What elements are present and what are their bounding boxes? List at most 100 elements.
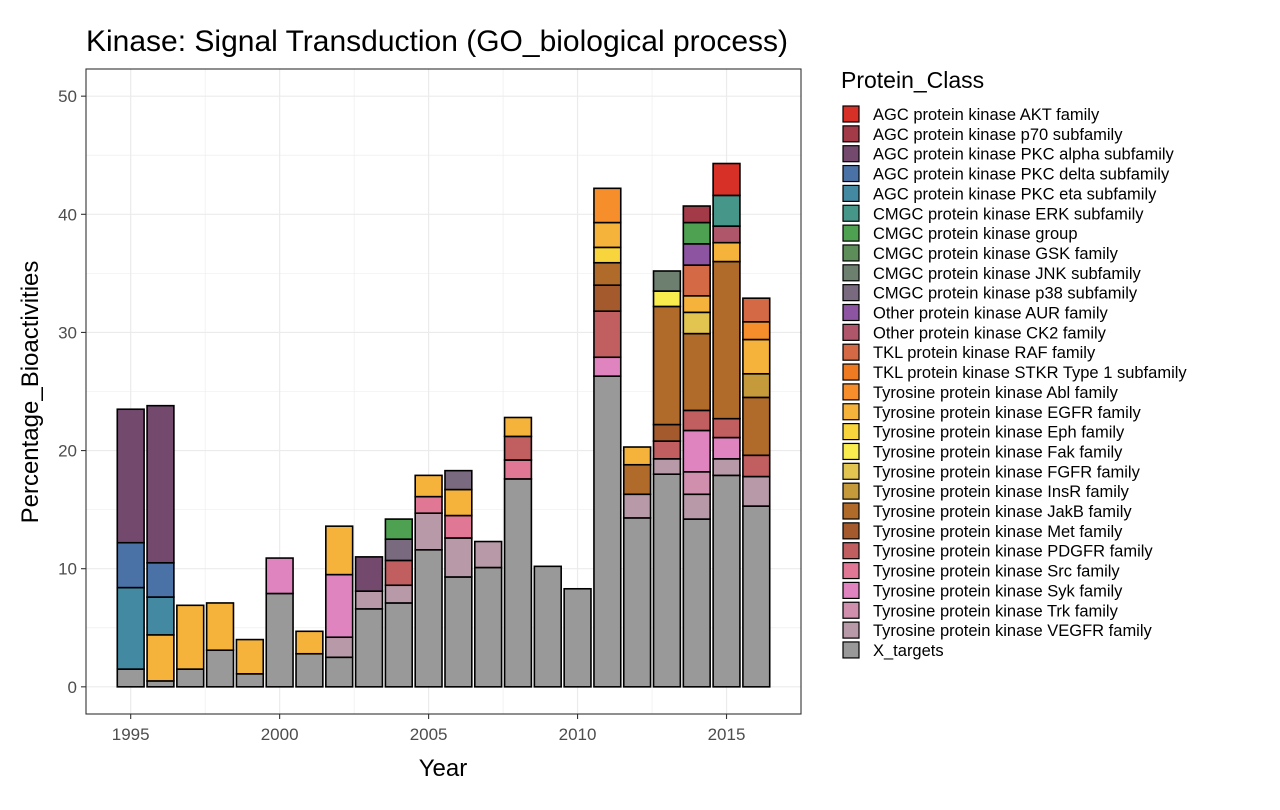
legend-item: AGC protein kinase AKT family [842, 105, 1100, 124]
legend-swatch [842, 522, 860, 540]
bar-segment [414, 548, 443, 688]
x-axis-title: Year [419, 755, 468, 782]
bar-segment [682, 205, 711, 224]
bar-segment [682, 471, 711, 496]
legend-swatch [842, 145, 860, 163]
bar-segment [712, 474, 741, 688]
legend-item: Tyrosine protein kinase Fak family [842, 442, 1123, 461]
legend-swatch [842, 343, 860, 361]
bar-segment [652, 423, 682, 442]
bar-segment [533, 565, 562, 688]
bar-segment [503, 435, 533, 461]
legend-item: Tyrosine protein kinase Src family [842, 561, 1120, 581]
bar-1995 [116, 408, 145, 688]
legend-label: Tyrosine protein kinase Syk family [873, 582, 1123, 600]
legend-label: Tyrosine protein kinase FGFR family [873, 463, 1141, 481]
bar-segment [235, 638, 265, 675]
legend-item: CMGC protein kinase ERK subfamily [842, 204, 1144, 223]
legend-item: Tyrosine protein kinase EGFR family [842, 403, 1142, 422]
legend-swatch [842, 264, 860, 282]
y-tick-label: 50 [58, 87, 77, 106]
legend-swatch [842, 502, 860, 520]
legend-label: Tyrosine protein kinase Trk family [873, 602, 1119, 620]
legend-item: Tyrosine protein kinase Trk family [842, 601, 1119, 620]
bar-segment [712, 225, 741, 244]
legend-label: AGC protein kinase p70 subfamily [873, 126, 1123, 144]
bar-segment [622, 517, 652, 688]
bar-segment [742, 297, 771, 323]
bar-segment [444, 488, 473, 517]
legend-label: CMGC protein kinase group [873, 225, 1078, 243]
bar-segment [265, 592, 294, 688]
bar-segment [593, 261, 622, 286]
bar-segment [116, 408, 145, 544]
bar-segment [295, 652, 324, 688]
legend-swatch [842, 601, 860, 619]
legend-item: AGC protein kinase PKC eta subfamily [842, 184, 1157, 203]
bar-segment [652, 440, 682, 460]
legend-swatch [842, 542, 860, 560]
bar-segment [593, 375, 622, 688]
bar-segment [622, 463, 652, 496]
legend-label: AGC protein kinase AKT family [873, 106, 1100, 124]
bar-segment [384, 518, 414, 540]
bar-2008 [503, 416, 533, 688]
legend-item: Tyrosine protein kinase FGFR family [842, 462, 1141, 481]
bar-segment [563, 587, 592, 688]
legend-swatch [842, 561, 860, 580]
bar-segment [146, 634, 175, 682]
bar-segment [116, 586, 145, 670]
legend-label: Tyrosine protein kinase Abl family [873, 384, 1119, 402]
bar-segment [593, 187, 622, 224]
bar-segment [712, 162, 741, 197]
bar-2001 [295, 630, 324, 688]
bar-segment [444, 514, 473, 539]
bar-segment [473, 540, 503, 569]
legend-swatch [842, 184, 860, 202]
legend-swatch [842, 363, 860, 381]
bar-2011 [593, 187, 622, 688]
bars-group [116, 162, 771, 688]
bar-segment [146, 680, 175, 688]
legend-label: AGC protein kinase PKC alpha subfamily [873, 146, 1175, 164]
bar-segment [593, 221, 622, 249]
bar-1996 [146, 404, 175, 688]
bar-segment [652, 270, 682, 292]
x-tick-label: 2005 [410, 725, 448, 744]
legend-swatch [842, 581, 860, 600]
legend-label: Tyrosine protein kinase Met family [873, 523, 1123, 541]
legend-swatch [842, 323, 860, 341]
bar-segment [742, 338, 771, 375]
legend-swatch [842, 164, 860, 183]
legend-item: CMGC protein kinase JNK subfamily [842, 264, 1142, 283]
bar-segment [682, 409, 711, 432]
legend-item: AGC protein kinase p70 subfamily [842, 125, 1123, 144]
bar-segment [682, 264, 711, 297]
legend-label: AGC protein kinase PKC eta subfamily [873, 185, 1157, 203]
bar-segment [503, 459, 533, 480]
bar-segment [712, 417, 741, 439]
y-tick-label: 40 [58, 205, 77, 224]
legend-item: Tyrosine protein kinase JakB family [842, 502, 1132, 521]
legend: AGC protein kinase AKT family AGC protein… [842, 105, 1187, 660]
bar-segment [503, 416, 533, 438]
bar-segment [176, 604, 205, 670]
legend-swatch [842, 303, 860, 322]
legend-label: TKL protein kinase STKR Type 1 subfamily [873, 364, 1187, 382]
bar-segment [593, 310, 622, 359]
legend-item: Tyrosine protein kinase Met family [842, 522, 1123, 541]
y-tick-label: 20 [58, 442, 77, 461]
bar-segment [205, 602, 235, 652]
bar-segment [414, 512, 443, 551]
bar-segment [712, 260, 741, 420]
legend-label: Tyrosine protein kinase InsR family [873, 483, 1130, 501]
legend-label: X_targets [873, 642, 944, 660]
legend-item: Tyrosine protein kinase VEGFR family [842, 621, 1153, 640]
bar-2012 [622, 446, 652, 688]
bar-segment [712, 194, 741, 227]
bar-2004 [384, 518, 414, 688]
bar-segment [325, 573, 354, 639]
bar-segment [384, 538, 414, 562]
legend-item: AGC protein kinase PKC alpha subfamily [842, 145, 1175, 164]
